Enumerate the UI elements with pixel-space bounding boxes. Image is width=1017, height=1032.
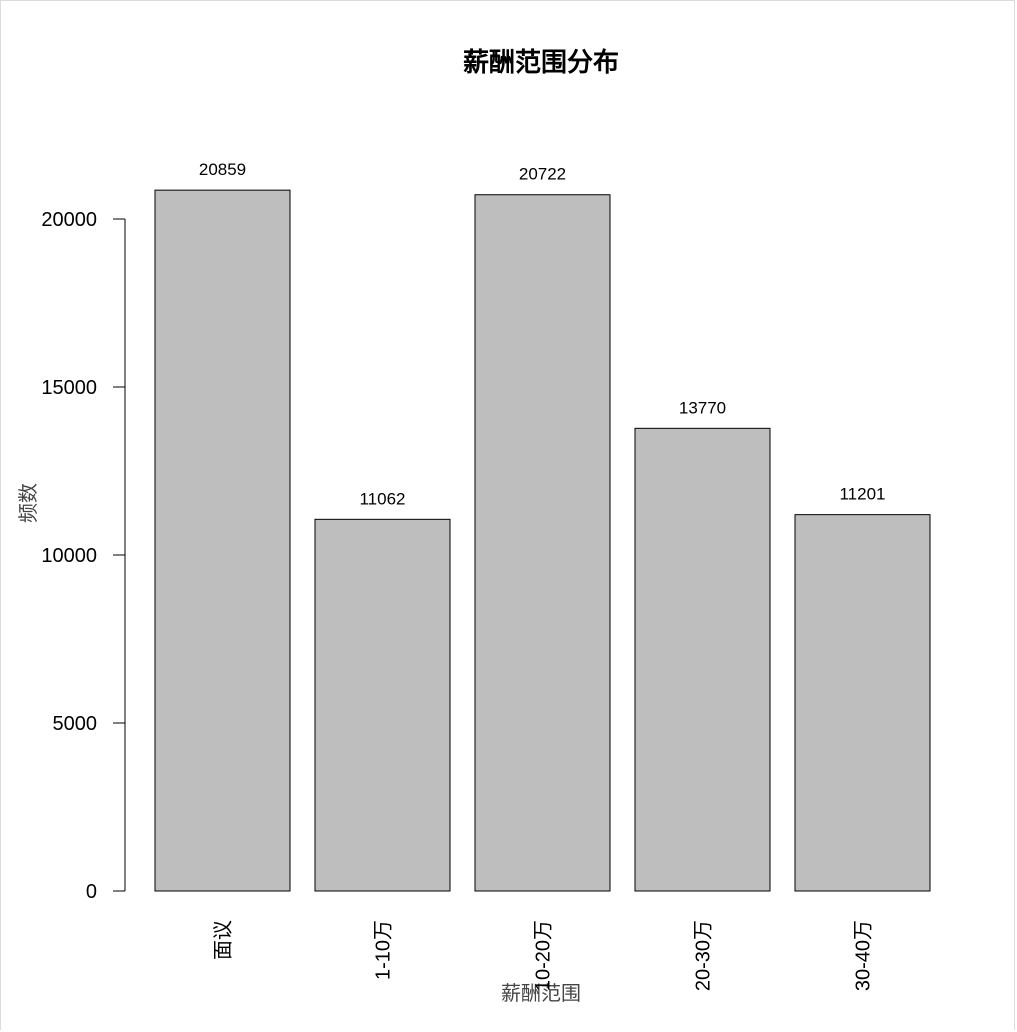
bar-data-label: 20859 — [199, 160, 246, 179]
bar-data-label: 11201 — [839, 485, 885, 504]
bars-group: 20859 11062 20722 13770 11201 — [154, 160, 931, 892]
category-labels: 面议 1-10万 10-20万 20-30万 30-40万 — [212, 920, 875, 991]
y-tick-label: 10000 — [41, 545, 97, 567]
bar — [794, 514, 931, 892]
y-tick-label: 5000 — [53, 713, 98, 735]
y-axis-label: 频数 — [16, 483, 40, 523]
bar — [154, 189, 291, 892]
bar — [634, 427, 771, 892]
bar — [314, 518, 451, 892]
y-tick-label: 15000 — [41, 377, 97, 399]
chart-title: 薪酬范围分布 — [463, 48, 619, 78]
x-category-label: 30-40万 — [853, 920, 875, 991]
bar-data-label: 13770 — [679, 398, 726, 417]
y-axis: 0 5000 10000 15000 20000 — [41, 209, 126, 903]
y-tick-label: 20000 — [41, 209, 97, 231]
x-category-label: 面议 — [212, 920, 235, 960]
x-category-label: 1-10万 — [373, 920, 395, 980]
y-tick-label: 0 — [86, 881, 97, 903]
x-axis-label: 薪酬范围 — [501, 981, 581, 1005]
bar-data-label: 20722 — [519, 165, 566, 184]
bar-data-label: 11062 — [359, 489, 405, 508]
x-category-label: 10-20万 — [533, 920, 555, 991]
x-category-label: 20-30万 — [693, 920, 715, 991]
bar — [474, 194, 611, 892]
